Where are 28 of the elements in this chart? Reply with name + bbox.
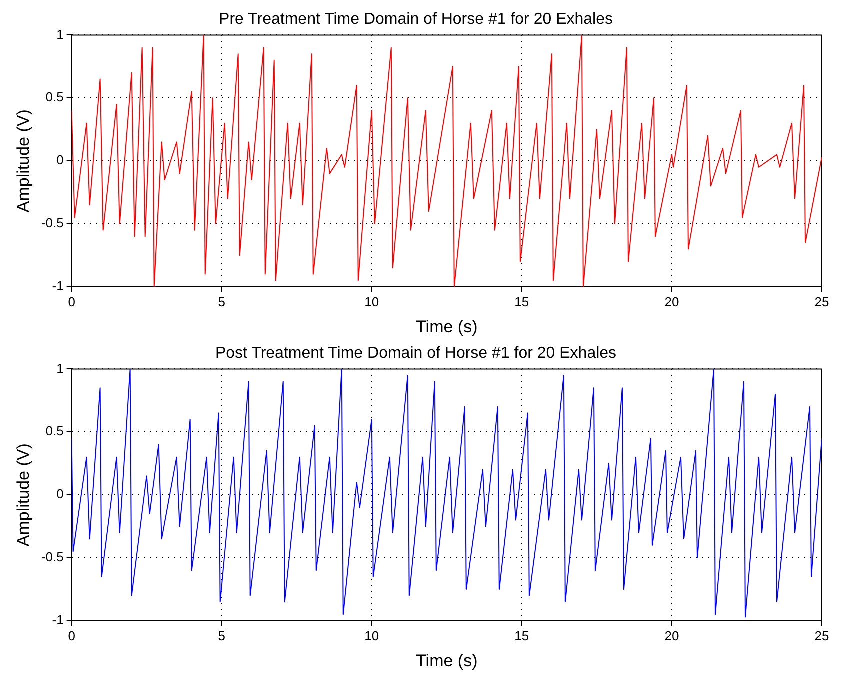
- y-tick-label: 0.5: [46, 90, 64, 105]
- x-tick-label: 10: [364, 628, 380, 644]
- y-tick-label: 0: [56, 152, 64, 168]
- y-tick-label: 0: [56, 486, 64, 502]
- y-axis-title: Amplitude (V): [14, 110, 33, 213]
- x-tick-label: 25: [814, 294, 830, 310]
- x-tick-label: 15: [514, 294, 530, 310]
- chart-title: Post Treatment Time Domain of Horse #1 for 20 Exhales: [215, 345, 617, 362]
- x-tick-label: 20: [664, 294, 680, 310]
- y-axis-title: Amplitude (V): [14, 444, 33, 547]
- y-tick-label: -1: [52, 612, 64, 628]
- x-tick-label: 10: [364, 294, 380, 310]
- y-tick-label: 1: [56, 26, 64, 42]
- x-tick-label: 15: [514, 628, 530, 644]
- x-axis-title: Time (s): [416, 317, 478, 336]
- x-tick-label: 5: [218, 628, 226, 644]
- x-tick-label: 25: [814, 628, 830, 644]
- chart-title: Pre Treatment Time Domain of Horse #1 for 20 Exhales: [219, 11, 613, 28]
- y-tick-label: 1: [56, 360, 64, 376]
- y-tick-label: 0.5: [46, 424, 64, 439]
- x-tick-label: 20: [664, 628, 680, 644]
- x-tick-label: 0: [68, 628, 76, 644]
- x-tick-label: 0: [68, 294, 76, 310]
- y-tick-label: -0.5: [41, 216, 64, 231]
- y-tick-label: -0.5: [41, 550, 64, 565]
- x-axis-title: Time (s): [416, 651, 478, 670]
- x-tick-label: 5: [218, 294, 226, 310]
- y-tick-label: -1: [52, 278, 64, 294]
